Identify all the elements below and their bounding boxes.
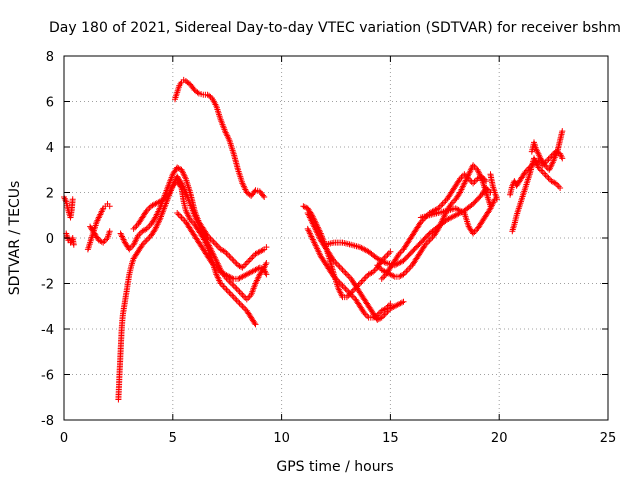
series-markers xyxy=(304,225,394,321)
series-markers xyxy=(509,155,564,235)
series-markers xyxy=(87,223,113,246)
y-tick-label: -2 xyxy=(41,278,54,293)
y-axis-label: SDTVAR / TECUs xyxy=(7,181,23,296)
series-arc-a xyxy=(61,194,76,221)
y-tick-label: 4 xyxy=(46,141,54,156)
y-tick-label: 0 xyxy=(46,232,54,247)
x-tick-label: 0 xyxy=(60,431,68,446)
series-arc-o xyxy=(374,162,494,280)
series-arc-l xyxy=(304,210,407,323)
axis-ticks: 0 5 10 15 20 25 -8 -6 -4 -2 0 2 4 6 8 xyxy=(41,50,616,446)
x-axis-label: GPS time / hours xyxy=(276,459,393,475)
series-markers xyxy=(172,76,268,200)
x-tick-label: 20 xyxy=(491,431,508,446)
series-arc-q xyxy=(487,171,500,203)
series-markers xyxy=(487,171,500,203)
series-markers xyxy=(528,128,566,173)
chart-title: Day 180 of 2021, Sidereal Day-to-day VTE… xyxy=(49,20,621,36)
y-tick-label: 2 xyxy=(46,187,54,202)
series-markers xyxy=(417,196,498,237)
y-tick-label: 8 xyxy=(46,50,54,65)
y-tick-label: -4 xyxy=(41,323,54,338)
grid xyxy=(64,56,608,420)
y-tick-label: -8 xyxy=(41,414,54,429)
series-arc-b xyxy=(63,230,77,248)
series-markers xyxy=(174,210,270,282)
series-markers xyxy=(300,203,394,301)
y-tick-label: -6 xyxy=(41,369,54,384)
series-arc-i xyxy=(172,76,268,200)
series-markers xyxy=(63,230,77,248)
series-arc-t xyxy=(528,128,566,173)
y-tick-label: 6 xyxy=(46,96,54,111)
series-arc-g xyxy=(130,173,270,303)
series-markers xyxy=(130,173,270,303)
x-tick-label: 25 xyxy=(600,431,617,446)
series-markers xyxy=(374,162,494,280)
series-markers xyxy=(61,194,76,221)
x-tick-label: 10 xyxy=(273,431,290,446)
series-markers xyxy=(378,171,490,282)
x-tick-label: 15 xyxy=(382,431,399,446)
series-arc-k xyxy=(304,225,394,321)
series-arc-d xyxy=(87,223,113,246)
series-arc-s xyxy=(509,155,564,235)
series-arc-n xyxy=(378,171,490,282)
data-points xyxy=(61,76,566,403)
series-arc-j xyxy=(300,203,394,301)
series-markers xyxy=(304,210,407,323)
series-arc-h xyxy=(174,210,270,282)
x-tick-label: 5 xyxy=(169,431,177,446)
series-arc-p xyxy=(417,196,498,237)
